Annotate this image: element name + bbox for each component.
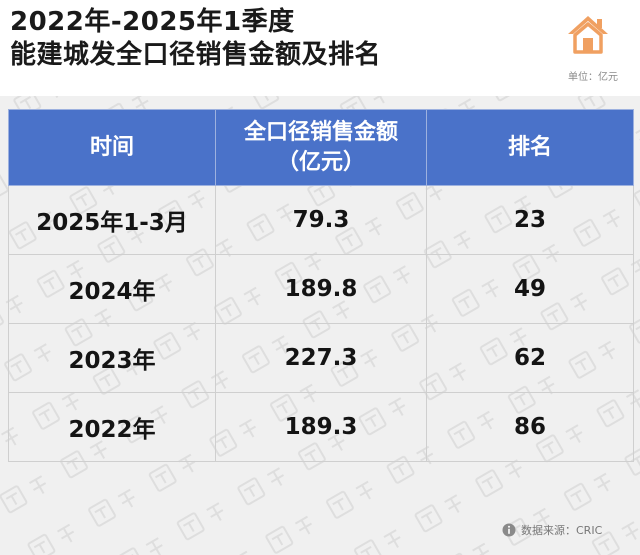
header-amount: 全口径销售金额 （亿元） [215,109,427,186]
unit-label: 单位：亿元 [568,72,618,83]
header-rank: 排名 [426,109,634,186]
page-title: 2022年-2025年1季度 能建城发全口径销售金额及排名 [10,6,381,72]
data-source: 数据来源：CRIC [502,522,602,538]
cell-rank: 49 [426,254,634,324]
cell-period: 2025年1-3月 [8,185,216,255]
header-period: 时间 [8,109,216,186]
cell-amount: 79.3 [215,185,427,255]
cell-amount: 189.3 [215,392,427,462]
info-icon [502,523,516,537]
title-line-2: 能建城发全口径销售金额及排名 [10,40,382,70]
sales-table: 时间 全口径销售金额 （亿元） 排名 2025年1-3月 79.3 23 2024… [8,109,634,462]
house-icon [568,16,608,54]
table-panel: 时间 全口径销售金额 （亿元） 排名 2025年1-3月 79.3 23 2024… [0,96,640,555]
cell-rank: 86 [426,392,634,462]
header-amount-label: 全口径销售金额 （亿元） [243,119,398,175]
cell-amount: 227.3 [215,323,427,393]
cell-period: 2022年 [8,392,216,462]
title-line-1: 2022年-2025年1季度 [10,7,295,37]
cell-rank: 23 [426,185,634,255]
data-source-text: 数据来源：CRIC [521,524,603,537]
table-row: 2025年1-3月 79.3 23 [8,185,634,255]
cell-amount: 189.8 [215,254,427,324]
cell-period: 2024年 [8,254,216,324]
table-row: 2022年 189.3 86 [8,392,634,462]
cell-rank: 62 [426,323,634,393]
table-header-row: 时间 全口径销售金额 （亿元） 排名 [8,109,634,186]
header: 2022年-2025年1季度 能建城发全口径销售金额及排名 单位：亿元 [0,0,640,96]
cell-period: 2023年 [8,323,216,393]
table-row: 2023年 227.3 62 [8,323,634,393]
table-row: 2024年 189.8 49 [8,254,634,324]
